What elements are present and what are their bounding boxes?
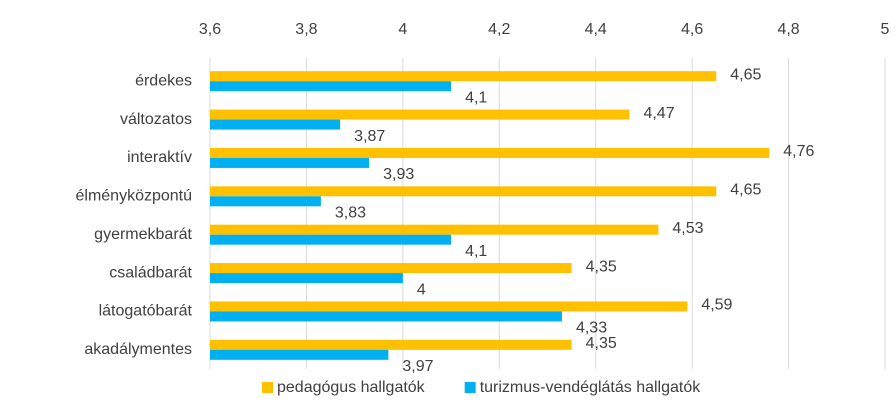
- legend-swatch: [464, 382, 476, 393]
- data-label: 4,35: [586, 335, 617, 352]
- legend-swatch: [262, 382, 273, 393]
- x-tick-label: 4: [398, 21, 407, 38]
- x-tick-label: 3,6: [199, 21, 221, 38]
- y-tick-label: látogatóbarát: [99, 303, 193, 320]
- bar: [210, 147, 770, 158]
- x-tick-label: 4,8: [777, 21, 799, 38]
- bar: [210, 301, 688, 312]
- x-tick-label: 4,4: [585, 21, 607, 38]
- data-label: 3,87: [354, 128, 385, 145]
- data-label: 3,97: [402, 358, 433, 375]
- bar: [210, 157, 370, 168]
- data-label: 4,47: [643, 105, 674, 122]
- x-tick-label: 3,8: [295, 21, 317, 38]
- data-label: 4,65: [730, 66, 761, 83]
- data-label: 3,83: [335, 205, 366, 222]
- y-tick-label: érdekes: [135, 72, 192, 89]
- data-label: 4,1: [465, 243, 487, 260]
- x-tick-label: 4,6: [681, 21, 703, 38]
- bar: [210, 273, 403, 284]
- x-tick-label: 4,2: [488, 21, 510, 38]
- bar: [210, 349, 389, 360]
- bar: [210, 186, 717, 197]
- y-tick-label: élményközpontú: [75, 188, 192, 205]
- bar: [210, 311, 562, 322]
- data-label: 4,1: [465, 89, 487, 106]
- y-tick-label: interaktív: [127, 149, 192, 166]
- y-tick-label: változatos: [120, 111, 192, 128]
- bar: [210, 234, 452, 245]
- x-tick-label: 5: [881, 21, 890, 38]
- y-tick-label: gyermekbarát: [94, 226, 192, 243]
- bar: [210, 224, 659, 235]
- bar: [210, 81, 452, 92]
- bar: [210, 119, 341, 130]
- bar: [210, 339, 572, 350]
- legend-label: turizmus-vendéglátás hallgatók: [480, 379, 702, 396]
- legend-label: pedagógus hallgatók: [277, 379, 426, 396]
- data-label: 3,93: [383, 166, 414, 183]
- bar: [210, 196, 321, 207]
- data-label: 4: [417, 281, 426, 298]
- y-tick-label: akadálymentes: [84, 341, 192, 358]
- bar: [210, 263, 572, 274]
- data-label: 4,33: [576, 320, 607, 337]
- data-label: 4,65: [730, 182, 761, 199]
- y-tick-label: családbarát: [109, 264, 192, 281]
- bar: [210, 109, 630, 120]
- data-label: 4,53: [672, 220, 703, 237]
- data-label: 4,59: [701, 297, 732, 314]
- data-label: 4,35: [586, 258, 617, 275]
- data-label: 4,76: [783, 143, 814, 160]
- bar: [210, 71, 717, 82]
